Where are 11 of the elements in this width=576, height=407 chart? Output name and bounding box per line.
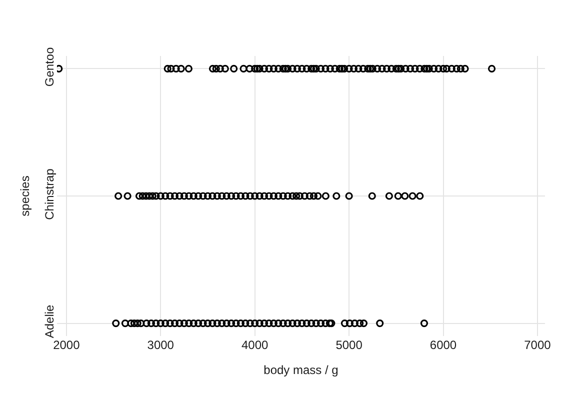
y-tick-label: Gentoo (42, 46, 57, 87)
x-tick-label: 2000 (53, 338, 80, 352)
x-tick-label: 6000 (430, 338, 457, 352)
y-tick-label: Adelie (42, 304, 57, 338)
x-tick-label: 5000 (336, 338, 363, 352)
x-axis-title: body mass / g (264, 362, 338, 377)
x-tick-label: 3000 (147, 338, 174, 352)
x-tick-label: 4000 (241, 338, 269, 352)
y-tick-label: Chinstrap (42, 168, 57, 220)
y-axis-title: species (18, 176, 32, 216)
x-tick-label: 7000 (524, 338, 552, 352)
